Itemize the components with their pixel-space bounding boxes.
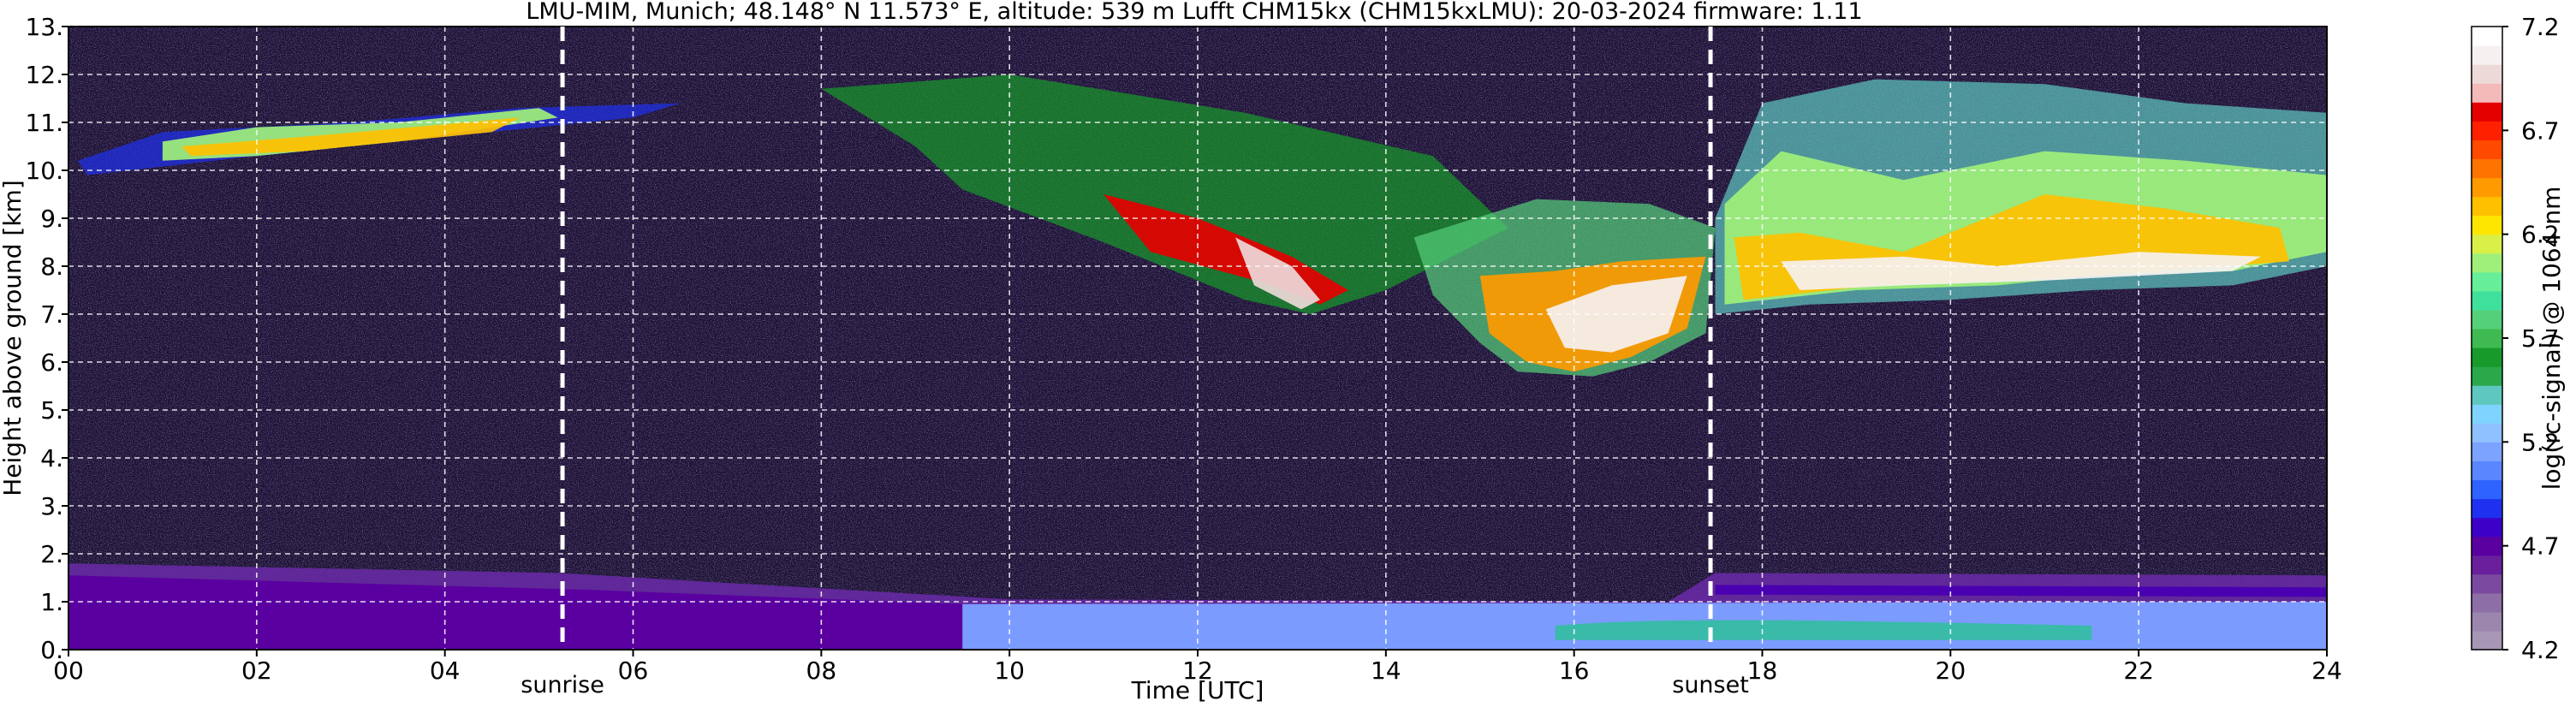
x-tick-label: 16 (1559, 656, 1590, 685)
y-tick-label: 13. (25, 13, 63, 41)
x-axis: 00 02 04 06 08 10 12 14 16 18 20 22 24 (53, 650, 2342, 685)
colorbar-swatch (2472, 366, 2502, 386)
colorbar-swatch (2472, 102, 2502, 122)
chart-title: LMU-MIM, Munich; 48.148° N 11.573° E, al… (526, 0, 1862, 25)
cloud-patch (821, 74, 1508, 314)
y-tick-label: 1. (40, 588, 63, 616)
colorbar-swatch (2472, 215, 2502, 235)
cloud-cirrus-evening (1715, 79, 2327, 314)
colorbar-swatch (2472, 611, 2502, 632)
colorbar-swatch (2472, 234, 2502, 254)
colorbar-tick-label: 4.2 (2521, 636, 2560, 664)
colorbar-swatch (2472, 64, 2502, 84)
y-tick-label: 11. (25, 109, 63, 137)
x-tick-label: 24 (2311, 656, 2342, 685)
colorbar-swatch (2472, 27, 2502, 46)
y-tick-label: 3. (40, 492, 63, 520)
colorbar-swatch (2472, 385, 2502, 405)
colorbar-swatch (2472, 309, 2502, 330)
colorbar-swatch (2472, 423, 2502, 443)
y-tick-label: 9. (40, 205, 63, 233)
y-tick-label: 12. (25, 61, 63, 89)
colorbar-swatch (2472, 442, 2502, 461)
evening-aerosol-layer (1715, 585, 2327, 597)
event-markers: sunrise sunset (521, 27, 1749, 698)
colorbar-tick-label: 7.2 (2521, 13, 2560, 41)
x-tick-label: 12 (1182, 656, 1213, 685)
y-tick-label: 7. (40, 300, 63, 329)
y-tick-label: 5. (40, 396, 63, 425)
colorbar-swatch (2472, 253, 2502, 273)
colorbar-swatch (2472, 592, 2502, 613)
colorbar-swatch (2472, 140, 2502, 160)
colorbar-swatch (2472, 121, 2502, 140)
y-tick-label: 2. (40, 540, 63, 568)
y-axis: 0. 1. 2. 3. 4. 5. 6. 7. 8. 9. 10. 11. 12. 13. (25, 13, 68, 664)
x-tick-label: 00 (53, 656, 84, 685)
y-tick-label: 8. (40, 253, 63, 281)
y-axis-label: Height above ground [km] (0, 180, 27, 496)
colorbar-swatch (2472, 479, 2502, 500)
colorbar-swatch (2472, 83, 2502, 103)
colorbar-swatch (2472, 573, 2502, 594)
colorbar-swatch (2472, 196, 2502, 217)
x-tick-label: 18 (1747, 656, 1778, 685)
colorbar-swatch (2472, 348, 2502, 367)
x-tick-label: 04 (430, 656, 461, 685)
cloud-cirrus-afternoon (1413, 199, 1716, 377)
colorbar-swatch (2472, 45, 2502, 65)
colorbar-swatch (2472, 555, 2502, 575)
x-axis-label: Time [UTC] (1131, 676, 1264, 704)
y-tick-label: 6. (40, 348, 63, 377)
colorbar-swatch (2472, 290, 2502, 311)
cloud-patch (181, 117, 521, 157)
y-tick-label: 0. (40, 636, 63, 664)
plot-area (68, 27, 2327, 650)
cloud-patch (1781, 252, 2262, 290)
x-tick-label: 20 (1936, 656, 1966, 685)
colorbar: 4.2 4.7 5.2 5.7 6.2 6.7 7.2 (2471, 13, 2560, 664)
x-tick-label: 14 (1371, 656, 1401, 685)
colorbar-swatch (2472, 460, 2502, 481)
cloud-patch (1235, 237, 1320, 310)
x-tick-label: 08 (806, 656, 837, 685)
x-tick-label: 22 (2123, 656, 2154, 685)
cloud-cirrus-midday (821, 74, 1508, 314)
y-tick-label: 4. (40, 444, 63, 472)
colorbar-tick-label: 6.2 (2521, 221, 2560, 249)
x-tick-label: 02 (241, 656, 272, 685)
colorbar-swatch (2472, 630, 2502, 651)
colorbar-tick-label: 5.7 (2521, 324, 2560, 353)
colorbar-swatch (2472, 158, 2502, 179)
colorbar-swatch (2472, 328, 2502, 348)
colorbar-swatch (2472, 271, 2502, 292)
grid (68, 27, 2327, 650)
colorbar-swatch (2472, 404, 2502, 424)
colorbar-tick-label: 4.7 (2521, 532, 2560, 561)
sunrise-label: sunrise (521, 672, 604, 698)
sunset-label: sunset (1672, 672, 1749, 698)
colorbar-tick-label: 6.7 (2521, 116, 2560, 145)
colorbar-swatch (2472, 177, 2502, 198)
cloud-cirrus-early-morning (78, 103, 681, 175)
y-tick-label: 10. (25, 157, 63, 185)
x-tick-label: 10 (994, 656, 1025, 685)
colorbar-swatch (2472, 536, 2502, 556)
colorbar-label: log(rc-signal) @ 1064 nm (2537, 187, 2566, 490)
x-tick-label: 06 (618, 656, 649, 685)
colorbar-tick-label: 5.2 (2521, 428, 2560, 456)
colorbar-swatch (2472, 498, 2502, 519)
colorbar-swatch (2472, 517, 2502, 538)
residual-layer (1555, 620, 2092, 640)
